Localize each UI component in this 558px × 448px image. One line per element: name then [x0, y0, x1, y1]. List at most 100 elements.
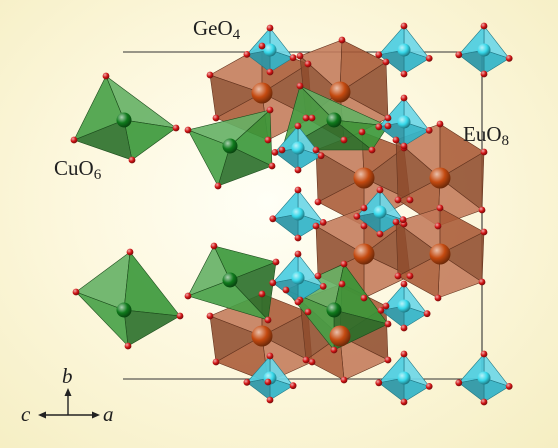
oxygen-atom	[264, 378, 272, 386]
oxygen-atom	[330, 346, 338, 354]
oxygen-atom	[360, 222, 368, 230]
oxygen-atom	[392, 218, 400, 226]
oxygen-atom	[314, 198, 322, 206]
oxygen-atom	[294, 250, 302, 258]
oxygen-atom	[382, 58, 390, 66]
oxygen-atom	[70, 136, 78, 144]
cuo6-label: CuO6	[54, 158, 101, 183]
eu-atom	[429, 167, 451, 189]
oxygen-atom	[375, 51, 383, 59]
oxygen-atom	[294, 186, 302, 194]
cu-atom	[222, 272, 238, 288]
cuo6-octahedron	[186, 109, 273, 187]
axis-indicator	[38, 388, 100, 419]
atoms	[70, 22, 513, 406]
oxygen-atom	[455, 51, 463, 59]
oxygen-atom	[376, 186, 384, 194]
oxygen-atom	[375, 123, 383, 131]
oxygen-atom	[434, 294, 442, 302]
oxygen-atom	[436, 120, 444, 128]
oxygen-atom	[400, 324, 408, 332]
cuo6-polyhedra	[73, 75, 389, 351]
oxygen-atom	[423, 310, 431, 318]
oxygen-atom	[400, 280, 408, 288]
oxygen-atom	[384, 356, 392, 364]
oxygen-atom	[406, 196, 414, 204]
oxygen-atom	[243, 51, 251, 58]
oxygen-atom	[436, 204, 444, 212]
oxygen-atom	[212, 114, 220, 122]
eu-atom	[353, 243, 375, 265]
oxygen-atom	[368, 146, 376, 154]
oxygen-atom	[264, 136, 272, 144]
geo4-label-subscript: 4	[232, 27, 241, 44]
oxygen-atom	[296, 82, 304, 90]
oxygen-atom	[353, 213, 361, 220]
oxygen-atom	[340, 136, 348, 144]
oxygen-atom	[400, 70, 408, 78]
oxygen-atom	[294, 298, 302, 306]
oxygen-atom	[340, 376, 348, 384]
oxygen-atom	[505, 383, 513, 390]
oxygen-atom	[272, 258, 280, 266]
oxygen-atom	[184, 126, 192, 134]
oxygen-atom	[128, 156, 136, 164]
oxygen-atom	[304, 60, 312, 68]
axis-b-label: b	[62, 364, 73, 388]
oxygen-atom	[434, 222, 442, 230]
oxygen-atom	[400, 142, 408, 150]
eu-atom	[329, 81, 351, 103]
oxygen-atom	[377, 307, 385, 314]
oxygen-atom	[480, 398, 488, 406]
cu-atom	[326, 302, 342, 318]
ge-atom	[291, 207, 305, 221]
oxygen-atom	[308, 358, 316, 366]
oxygen-atom	[480, 148, 488, 156]
euo8-label-base: EuO	[463, 122, 502, 146]
oxygen-atom	[480, 350, 488, 358]
oxygen-atom	[294, 166, 302, 174]
oxygen-atom	[271, 149, 279, 156]
oxygen-atom	[102, 72, 110, 80]
oxygen-atom	[400, 94, 408, 102]
oxygen-atom	[338, 36, 346, 44]
eu-atom	[251, 325, 273, 347]
oxygen-atom	[480, 228, 488, 236]
oxygen-atom	[312, 222, 320, 230]
oxygen-atom	[319, 283, 327, 290]
oxygen-atom	[302, 114, 310, 122]
euo8-label: EuO8	[463, 124, 509, 149]
oxygen-atom	[266, 24, 274, 32]
oxygen-atom	[480, 22, 488, 30]
cu-atom	[116, 302, 132, 318]
oxygen-atom	[269, 279, 277, 287]
oxygen-atom	[400, 350, 408, 358]
oxygen-atom	[184, 292, 192, 300]
oxygen-atom	[269, 215, 277, 223]
oxygen-atom	[319, 219, 327, 226]
oxygen-atom	[400, 398, 408, 406]
euo8-polyhedron	[395, 207, 485, 299]
oxygen-atom	[294, 234, 302, 242]
oxygen-atom	[360, 204, 368, 212]
oxygen-atom	[358, 128, 366, 136]
oxygen-atom	[384, 320, 392, 328]
cuo6-label-subscript: 6	[93, 167, 102, 184]
oxygen-atom	[312, 146, 320, 154]
cu-atom	[326, 112, 342, 128]
oxygen-atom	[308, 114, 316, 122]
oxygen-atom	[124, 342, 132, 350]
ge-atom	[477, 43, 491, 57]
ge-atom	[397, 43, 411, 57]
oxygen-atom	[394, 272, 402, 280]
oxygen-atom	[505, 55, 513, 62]
ge-atom	[373, 205, 387, 219]
oxygen-atom	[278, 146, 286, 154]
oxygen-atom	[210, 242, 218, 250]
oxygen-atom	[384, 114, 392, 122]
oxygen-atom	[258, 42, 266, 50]
oxygen-atom	[360, 294, 368, 302]
oxygen-atom	[376, 230, 384, 238]
oxygen-atom	[340, 260, 348, 268]
